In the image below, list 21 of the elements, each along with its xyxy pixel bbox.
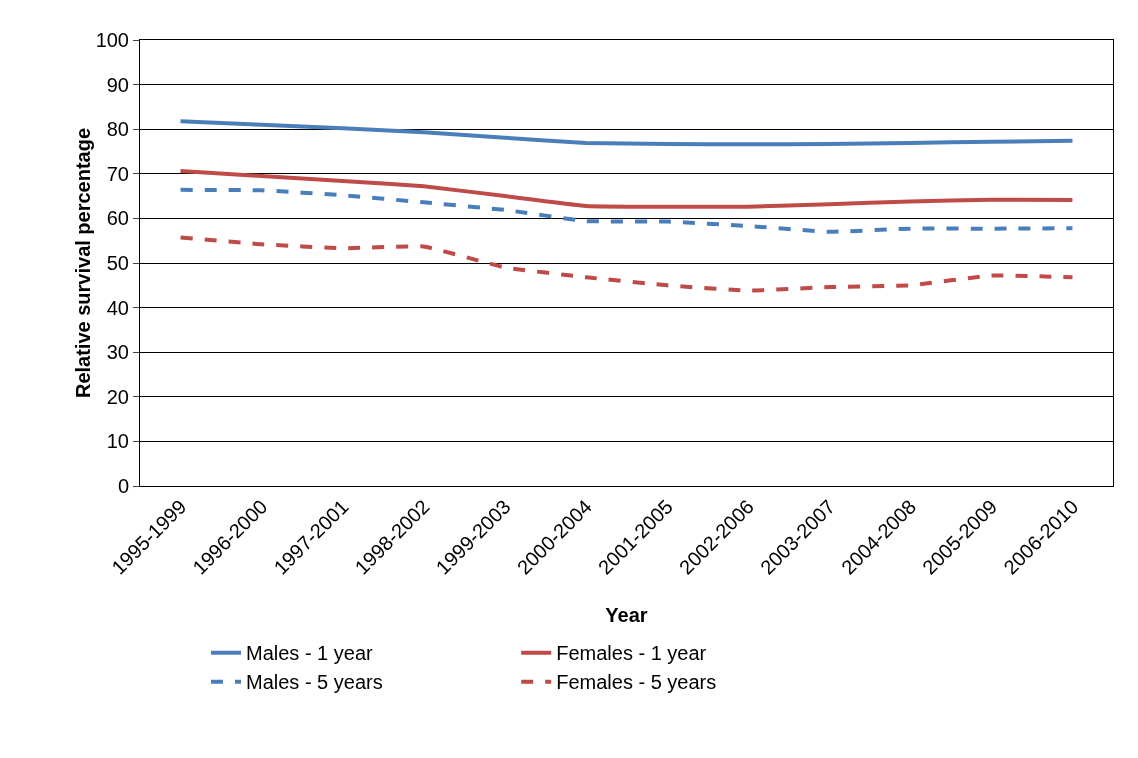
y-tick-label: 50 [106, 252, 129, 274]
y-tick-label: 60 [106, 207, 129, 230]
x-axis-title: Year [605, 604, 648, 627]
y-tick-label: 70 [106, 162, 129, 185]
y-tick-label: 30 [106, 341, 129, 364]
y-tick-label: 40 [106, 296, 129, 319]
y-tick-label: 10 [106, 430, 129, 453]
legend-label: Males - 5 years [246, 671, 383, 694]
legend-label: Females - 5 years [556, 671, 717, 694]
line-series [178, 235, 1075, 293]
y-tick-label: 100 [95, 29, 129, 51]
line-series [178, 169, 1075, 209]
y-tick-label: 0 [117, 475, 129, 497]
y-axis-title: Relative survival percentage [72, 127, 94, 399]
line-series [178, 187, 1075, 234]
y-tick-label: 80 [106, 118, 129, 141]
legend-label: Males - 1 year [246, 642, 374, 665]
y-tick-label: 20 [106, 385, 129, 408]
legend-label: Females - 1 year [556, 642, 707, 665]
y-tick-label: 90 [106, 73, 129, 96]
line-series [178, 119, 1075, 147]
